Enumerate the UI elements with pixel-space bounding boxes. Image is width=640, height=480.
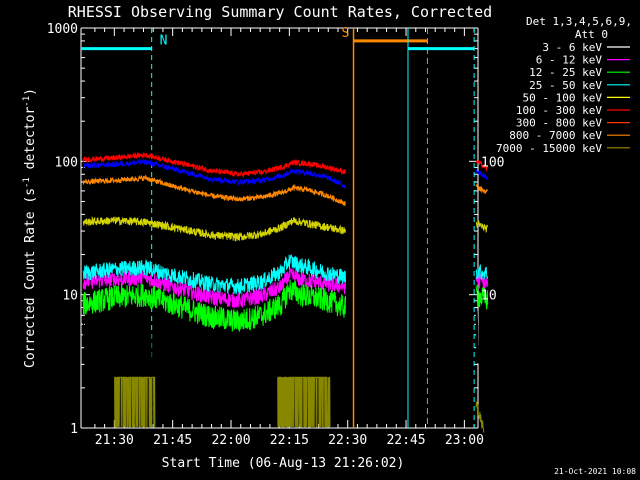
x-axis-label: Start Time (06-Aug-13 21:26:02) xyxy=(162,456,405,471)
y-tick-label: 1 xyxy=(70,422,78,437)
trace-50-100kev xyxy=(82,215,489,242)
trace-line xyxy=(82,300,346,393)
trace-12-25kev xyxy=(82,279,489,332)
trace-line-after xyxy=(475,220,489,233)
legend-header-line-2: Att 0 xyxy=(575,28,608,41)
y-tick-label-right: 100 xyxy=(481,155,504,170)
y-label-end: ) xyxy=(23,88,38,96)
y-label-exponent-2: -1 xyxy=(22,96,32,107)
legend-entry-label: 6 - 12 keV xyxy=(536,54,603,67)
burst-segment xyxy=(114,376,156,428)
trace-line xyxy=(82,253,346,296)
x-tick-label: 21:45 xyxy=(153,433,192,448)
x-tick-label: 22:30 xyxy=(328,433,367,448)
trace-100-300kev xyxy=(82,151,489,178)
legend-entry-label: 50 - 100 keV xyxy=(523,91,603,104)
x-tick-label: 22:15 xyxy=(270,433,309,448)
y-label-exponent-1: -1 xyxy=(22,177,32,188)
trace-3-6kev xyxy=(82,300,489,393)
trace-line xyxy=(82,158,346,189)
trace-300-800kev xyxy=(82,158,489,189)
legend-entry-label: 300 - 800 keV xyxy=(516,117,602,130)
legend-entry-label: 7000 - 15000 keV xyxy=(496,142,602,155)
legend-entry-label: 800 - 7000 keV xyxy=(509,129,602,142)
trace-line-after xyxy=(475,264,489,280)
trace-line-after xyxy=(475,285,489,310)
trace-7000-15000kev xyxy=(114,376,485,433)
chart-title: RHESSI Observing Summary Count Rates, Co… xyxy=(68,3,492,21)
legend-entry-label: 12 - 25 keV xyxy=(529,66,602,79)
series-traces xyxy=(82,151,489,433)
y-tick-label-right: 10 xyxy=(481,289,497,304)
generation-timestamp: 21-Oct-2021 10:08 xyxy=(554,467,636,476)
axis-ticks xyxy=(81,28,478,429)
marker-label-n: N xyxy=(160,34,168,49)
y-tick-label: 1000 xyxy=(47,22,78,37)
burst-segment xyxy=(277,376,331,428)
x-tick-label: 22:00 xyxy=(211,433,250,448)
legend-entry-label: 100 - 300 keV xyxy=(516,104,602,117)
y-tick-label: 10 xyxy=(62,289,78,304)
trace-line xyxy=(82,215,346,242)
x-tick-label: 22:45 xyxy=(386,433,425,448)
y-label-mid: detector xyxy=(23,107,38,178)
legend-header-line-1: Det 1,3,4,5,6,9, xyxy=(526,15,632,28)
trace-line-after xyxy=(475,310,489,375)
trace-25-50kev xyxy=(82,253,489,296)
trace-line xyxy=(82,174,346,207)
tick-labels: 21:30 21:45 22:00 22:15 22:30 22:45 23:00 1000 1… xyxy=(47,22,505,448)
legend-entry-label: 3 - 6 keV xyxy=(542,41,602,54)
y-axis-label: Corrected Count Rate (s-1 detector-1) xyxy=(22,88,38,368)
trace-line-after xyxy=(475,169,489,180)
trace-line xyxy=(82,151,346,178)
y-tick-label: 100 xyxy=(55,155,78,170)
trace-line-after xyxy=(475,400,485,433)
legend-entry-label: 25 - 50 keV xyxy=(529,79,602,92)
x-tick-label: 23:00 xyxy=(445,433,484,448)
trace-line xyxy=(82,267,346,309)
trace-line-after xyxy=(475,184,489,194)
marker-label-s: S xyxy=(342,26,350,41)
y-label-main: Corrected Count Rate (s xyxy=(23,188,38,368)
x-tick-label: 21:30 xyxy=(95,433,134,448)
trace-line xyxy=(82,279,346,332)
trace-line-after xyxy=(475,160,489,172)
trace-800-7000kev xyxy=(82,174,489,207)
attenuator-markers: NS xyxy=(81,26,475,428)
